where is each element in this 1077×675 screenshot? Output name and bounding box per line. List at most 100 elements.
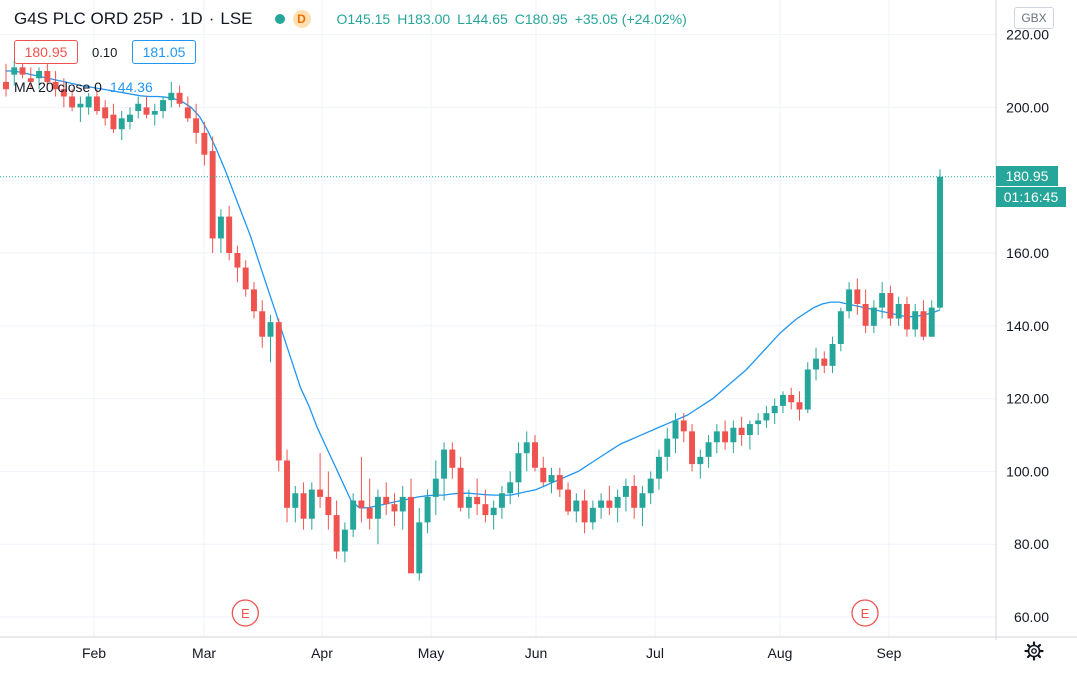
candle bbox=[358, 456, 365, 523]
candle-body bbox=[127, 114, 133, 122]
candle bbox=[912, 303, 919, 337]
candle-body bbox=[730, 427, 737, 443]
candle-body bbox=[713, 431, 720, 443]
candle-body bbox=[69, 96, 76, 108]
candle-body bbox=[226, 216, 233, 253]
candle bbox=[36, 67, 43, 90]
candle bbox=[854, 278, 861, 315]
time-tick-label: Mar bbox=[192, 645, 216, 661]
candle-body bbox=[474, 496, 481, 505]
candle-body bbox=[284, 460, 291, 508]
candle-body bbox=[804, 369, 811, 410]
candle-body bbox=[854, 289, 861, 304]
candle bbox=[647, 471, 654, 505]
candle-body bbox=[837, 311, 844, 344]
candle-body bbox=[879, 293, 886, 308]
candle-body bbox=[680, 420, 687, 432]
candle bbox=[788, 387, 795, 410]
candle bbox=[85, 92, 92, 115]
price-tick-label: 220.00 bbox=[1006, 27, 1049, 43]
candle-body bbox=[647, 478, 654, 494]
chart-grid bbox=[0, 0, 996, 637]
candle bbox=[292, 485, 299, 523]
candle-body bbox=[912, 311, 919, 330]
candle-body bbox=[234, 253, 241, 268]
candle bbox=[862, 289, 869, 334]
gear-icon bbox=[1024, 641, 1044, 661]
symbol-name[interactable]: G4S PLC ORD 25P bbox=[14, 9, 164, 28]
candle bbox=[209, 136, 216, 253]
candle-body bbox=[507, 482, 514, 494]
time-axis[interactable]: Feb Mar Apr May Jun Jul Aug Sep bbox=[82, 645, 902, 661]
candle-body bbox=[341, 529, 348, 552]
candle bbox=[680, 413, 687, 443]
candle-body bbox=[449, 449, 456, 468]
candle-body bbox=[755, 420, 762, 425]
candle-body bbox=[870, 307, 877, 326]
candle bbox=[928, 300, 935, 337]
candle-body bbox=[895, 303, 902, 319]
candle-body bbox=[176, 92, 183, 104]
candle bbox=[573, 493, 580, 523]
candle bbox=[300, 482, 307, 530]
candle-body bbox=[350, 500, 357, 530]
candle-body bbox=[887, 293, 894, 319]
candle bbox=[341, 522, 348, 563]
candle-body bbox=[193, 118, 200, 133]
last-price-label: 180.95 bbox=[1006, 168, 1049, 184]
time-tick-label: Feb bbox=[82, 645, 106, 661]
candle-body bbox=[27, 78, 34, 82]
candle-body bbox=[366, 507, 373, 519]
candle bbox=[102, 100, 109, 126]
time-tick-label: Aug bbox=[768, 645, 793, 661]
settings-button[interactable] bbox=[1020, 637, 1048, 665]
candle bbox=[796, 391, 803, 421]
time-tick-label: May bbox=[418, 645, 444, 661]
symbol-header: G4S PLC ORD 25P · 1D · LSE D O145.15 H18… bbox=[14, 8, 694, 30]
earnings-marker-label: E bbox=[861, 606, 870, 621]
candle-body bbox=[102, 107, 109, 119]
candle bbox=[168, 81, 175, 108]
candle-body bbox=[515, 453, 522, 483]
candle-body bbox=[209, 151, 216, 239]
close-value: C180.95 bbox=[514, 11, 568, 27]
candle-body bbox=[606, 500, 613, 508]
delayed-data-badge[interactable]: D bbox=[292, 10, 311, 28]
separator: · bbox=[169, 9, 175, 28]
change-value: +35.05 (+24.02%) bbox=[574, 11, 687, 27]
sell-price-button[interactable]: 180.95 bbox=[14, 40, 78, 64]
candle bbox=[722, 420, 729, 450]
low-value: L144.65 bbox=[457, 11, 508, 27]
candle bbox=[325, 471, 332, 530]
time-tick-label: Jun bbox=[525, 645, 548, 661]
candle bbox=[217, 209, 224, 253]
buy-price-button[interactable]: 181.05 bbox=[132, 40, 196, 64]
candle bbox=[259, 300, 266, 348]
candle-body bbox=[135, 103, 142, 112]
candle bbox=[3, 63, 9, 97]
candle-body bbox=[813, 358, 819, 370]
candle-body bbox=[11, 67, 18, 75]
candle bbox=[631, 475, 638, 519]
interval-label[interactable]: 1D bbox=[180, 9, 203, 28]
spread-value: 0.10 bbox=[92, 45, 118, 60]
price-axis[interactable]: 60.0080.00100.00120.00140.00160.00180.00… bbox=[1006, 27, 1049, 625]
candle bbox=[350, 493, 357, 537]
candle-body bbox=[705, 442, 712, 457]
candle bbox=[52, 71, 59, 97]
indicator-label: MA 20 close 0 bbox=[14, 79, 102, 95]
price-tick-label: 140.00 bbox=[1006, 318, 1049, 334]
earnings-marker: E bbox=[851, 599, 879, 627]
candle-body bbox=[3, 81, 9, 90]
candle-body bbox=[151, 111, 158, 115]
candle bbox=[746, 420, 753, 450]
exchange-label: LSE bbox=[220, 9, 253, 28]
candle bbox=[515, 442, 522, 497]
candle-body bbox=[457, 467, 464, 508]
candle-body bbox=[399, 496, 406, 512]
candle bbox=[267, 314, 274, 363]
indicator-legend[interactable]: MA 20 close 0 144.36 bbox=[14, 79, 153, 95]
currency-badge[interactable]: GBX bbox=[1014, 7, 1054, 29]
candle bbox=[77, 96, 84, 122]
